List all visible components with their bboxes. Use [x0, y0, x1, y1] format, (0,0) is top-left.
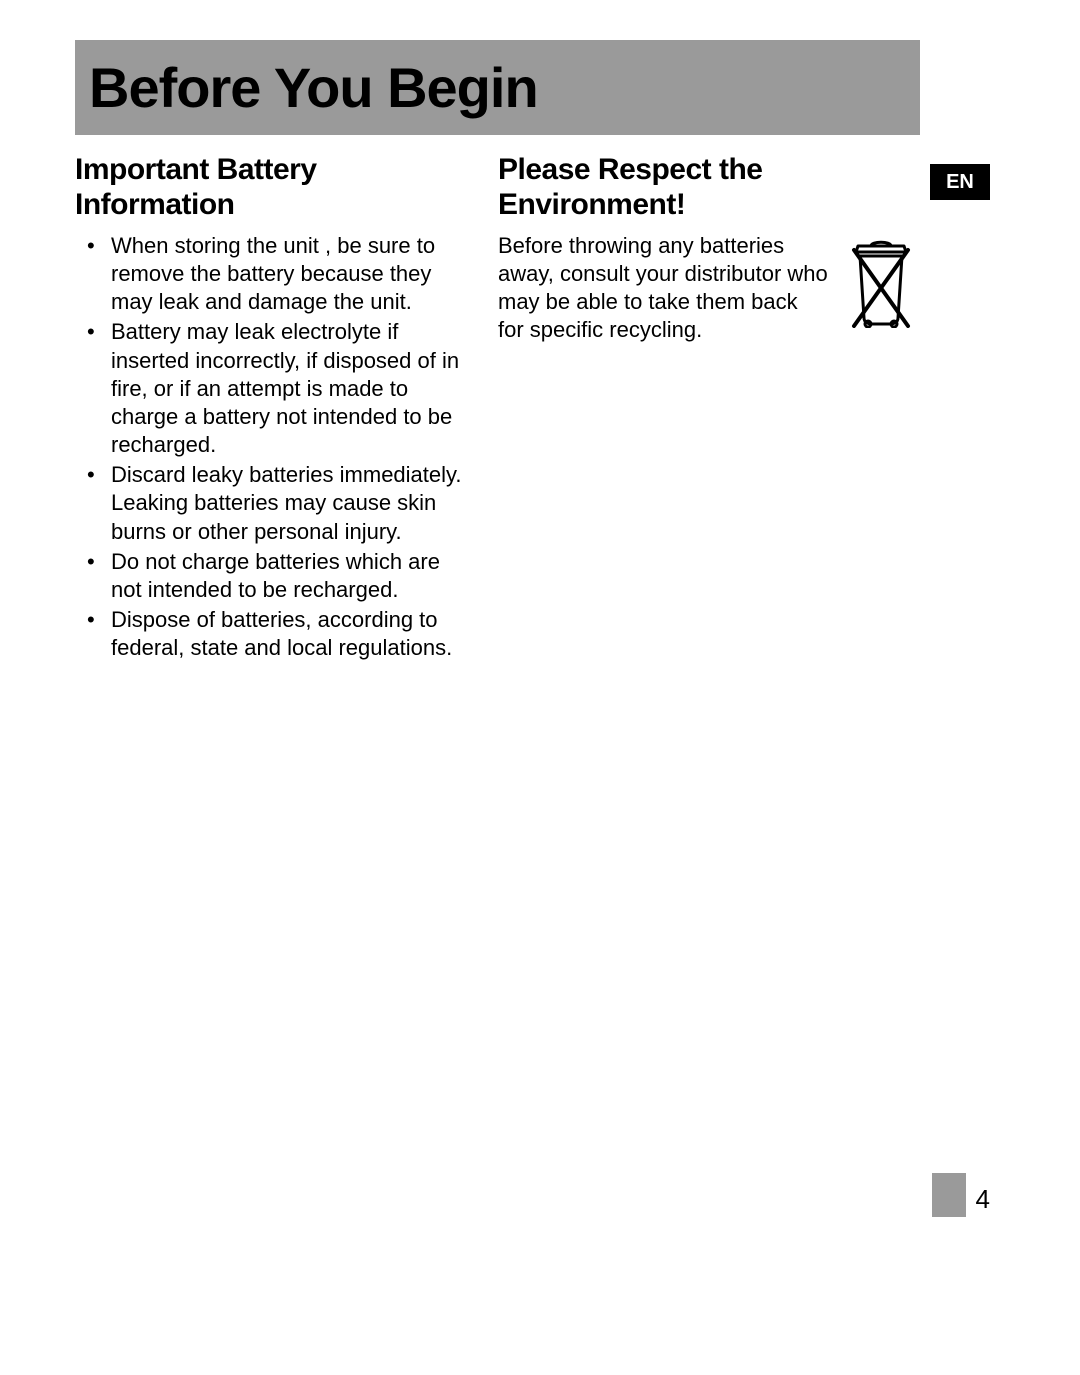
- list-item: Dispose of batteries, according to feder…: [111, 606, 470, 662]
- list-item: Discard leaky batteries immediately. Lea…: [111, 461, 470, 545]
- list-item: When storing the unit , be sure to remov…: [111, 232, 470, 316]
- column-right-group: Please Respect the Environment! Before t…: [498, 153, 916, 664]
- column-right: Please Respect the Environment! Before t…: [498, 153, 828, 345]
- page-title: Before You Begin: [89, 55, 538, 120]
- content-columns: Important Battery Information When stori…: [75, 153, 990, 664]
- page-number-area: 4: [932, 1173, 990, 1217]
- language-tab: EN: [930, 164, 990, 200]
- list-item: Battery may leak electrolyte if inserted…: [111, 318, 470, 459]
- battery-info-list: When storing the unit , be sure to remov…: [75, 232, 470, 662]
- heading-battery-info: Important Battery Information: [75, 153, 470, 222]
- environment-paragraph: Before throwing any batteries away, cons…: [498, 232, 828, 345]
- page-number-box: [932, 1173, 966, 1217]
- document-page: Before You Begin EN Important Battery In…: [0, 0, 1080, 1375]
- title-bar: Before You Begin: [75, 40, 920, 135]
- page-number: 4: [976, 1184, 990, 1217]
- heading-environment: Please Respect the Environment!: [498, 153, 828, 222]
- list-item: Do not charge batteries which are not in…: [111, 548, 470, 604]
- column-left: Important Battery Information When stori…: [75, 153, 470, 664]
- recycle-bin-icon: [846, 238, 916, 333]
